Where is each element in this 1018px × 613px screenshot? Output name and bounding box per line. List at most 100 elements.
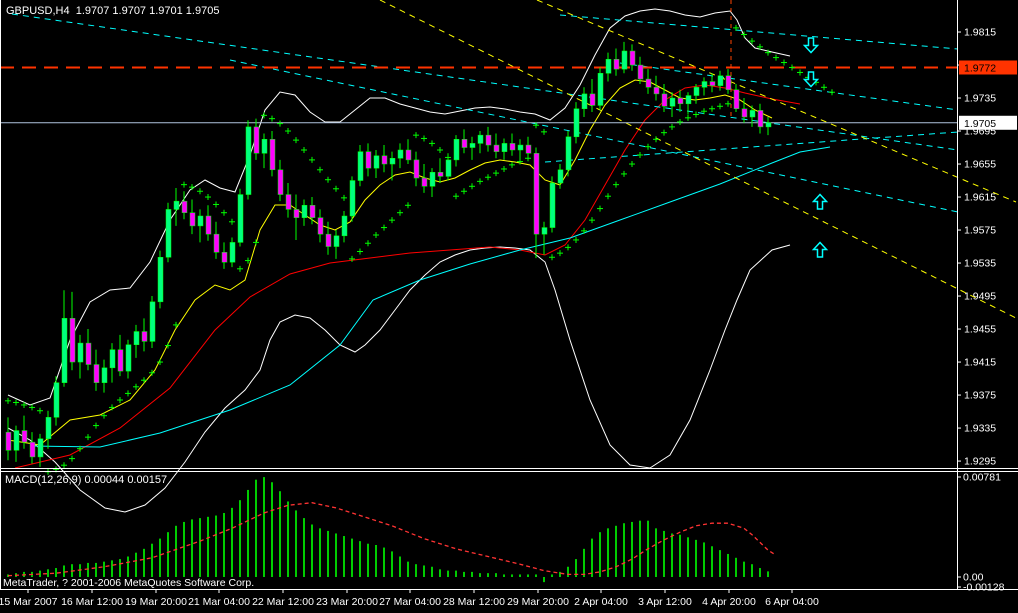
bull-candle	[597, 73, 604, 106]
ma-slow-cyan	[29, 146, 831, 448]
up-arrow-icon[interactable]	[811, 193, 829, 210]
bull-candle	[693, 87, 700, 96]
bear-candle	[533, 153, 540, 235]
trendline[interactable]	[229, 59, 959, 213]
bear-candle	[189, 212, 196, 227]
bear-candle	[381, 155, 388, 165]
bull-candle	[453, 139, 460, 161]
bear-candle	[637, 64, 644, 80]
bull-candle	[389, 158, 396, 165]
bear-candle	[677, 97, 684, 105]
bear-candle	[725, 75, 732, 91]
bull-candle	[573, 108, 580, 138]
bear-candle	[613, 58, 620, 70]
macd-tick-label: 0.00781	[963, 472, 1001, 484]
price-axis[interactable]: 1.98151.97351.96951.96551.96151.95751.95…	[957, 27, 1017, 468]
bear-candle	[309, 205, 316, 218]
bull-candle	[61, 318, 68, 383]
bull-candle	[261, 139, 268, 154]
bull-candle	[133, 331, 140, 345]
down-arrow-icon[interactable]	[802, 71, 820, 88]
trendline[interactable]	[379, 0, 1017, 319]
trendlines[interactable]	[11, 0, 1017, 319]
price-tick-label: 1.9575	[964, 225, 996, 237]
time-tick-label: 19 Mar 20:00	[125, 596, 187, 608]
macd-signal-value: 0.00157	[127, 474, 168, 486]
time-tick-label: 4 Apr 20:00	[702, 596, 756, 608]
bear-candle	[365, 151, 372, 169]
time-tick-label: 21 Mar 04:00	[188, 596, 250, 608]
bear-candle	[661, 93, 668, 107]
bull-candle	[477, 134, 484, 144]
bear-candle	[461, 139, 468, 148]
sar-dots	[5, 24, 835, 475]
bear-candle	[213, 233, 220, 253]
up-arrow-icon[interactable]	[811, 241, 829, 258]
bear-candle	[741, 108, 748, 118]
trendline[interactable]	[619, 62, 959, 111]
price-tick-label: 1.9455	[964, 324, 996, 336]
down-arrow-icon[interactable]	[802, 37, 820, 54]
bear-candle	[69, 318, 76, 363]
bull-candle	[565, 136, 572, 171]
bear-candle	[85, 342, 92, 365]
symbol-name: GBPUSD,H4	[6, 5, 70, 17]
bollinger-lower-band	[7, 244, 791, 513]
bull-candle	[765, 122, 772, 128]
bull-candle	[749, 110, 756, 118]
trendline[interactable]	[536, 0, 1017, 203]
bear-candle	[277, 169, 284, 195]
bid-price-label	[959, 115, 1017, 130]
bull-candle	[109, 349, 116, 369]
macd-axis[interactable]: 0.00781 0.00-0.00128	[957, 472, 1005, 594]
price-tick-label: 1.9295	[964, 456, 996, 468]
bull-candle	[717, 75, 724, 86]
time-tick-label: 6 Apr 04:00	[765, 596, 819, 608]
bear-candle	[733, 89, 740, 109]
bear-candle	[485, 134, 492, 146]
bear-candle	[413, 159, 420, 179]
bull-candle	[445, 159, 452, 177]
bear-candle	[709, 81, 716, 86]
bear-candle	[653, 87, 660, 95]
time-tick-label: 15 Mar 2007	[0, 596, 58, 608]
bull-candle	[397, 149, 404, 159]
bull-candle	[37, 438, 44, 458]
bear-candle	[405, 149, 412, 161]
trendline[interactable]	[11, 13, 959, 151]
bull-candle	[157, 257, 164, 303]
macd-main-value: 0.00044	[84, 474, 125, 486]
bear-candle	[29, 441, 36, 458]
copyright-text: MetaTrader, ? 2001-2006 MetaQuotes Softw…	[3, 577, 255, 589]
bull-candle	[341, 215, 348, 237]
price-tick-label: 1.9375	[964, 390, 996, 402]
bull-candle	[357, 151, 364, 181]
bear-candle	[757, 110, 764, 128]
trendline[interactable]	[544, 131, 959, 163]
bear-candle	[181, 200, 188, 213]
bull-candle	[501, 143, 508, 152]
price-tick-label: 1.9655	[964, 159, 996, 171]
time-axis[interactable]: 15 Mar 2007 16 Mar 12:00 19 Mar 20:00 21 Ma…	[0, 589, 819, 608]
bull-candle	[605, 58, 612, 74]
bull-candle	[197, 215, 204, 227]
candlesticks	[5, 41, 772, 467]
bear-candle	[93, 364, 100, 383]
bull-candle	[173, 200, 180, 210]
bear-candle	[285, 194, 292, 210]
macd-tick-label: 0.00	[963, 572, 984, 584]
bear-candle	[629, 50, 636, 66]
time-tick-label: 16 Mar 12:00	[61, 596, 123, 608]
bear-candle	[525, 144, 532, 154]
ma-fast-yellow	[7, 79, 773, 446]
time-tick-label: 28 Mar 12:00	[443, 596, 505, 608]
bear-candle	[21, 430, 28, 443]
bull-candle	[517, 144, 524, 151]
bull-candle	[669, 97, 676, 107]
symbol-ohlc-label: GBPUSD,H4 1.9707 1.9707 1.9701 1.9705	[6, 5, 219, 17]
macd-indicator-label: MACD(12,26,9) 0.00044 0.00157	[5, 474, 168, 486]
bear-candle	[269, 139, 276, 171]
time-tick-label: 22 Mar 12:00	[252, 596, 314, 608]
trendline[interactable]	[559, 14, 959, 50]
